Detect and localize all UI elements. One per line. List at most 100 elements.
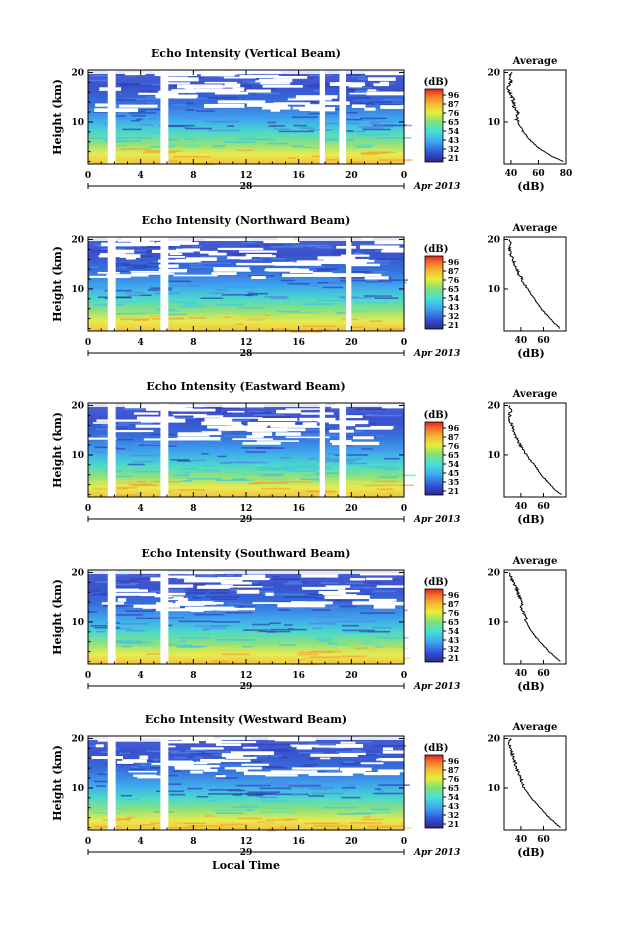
panel-title: Echo Intensity (Eastward Beam): [146, 380, 345, 393]
x-tick-label: 16: [292, 671, 305, 681]
average-y-tick-label: 20: [487, 568, 500, 578]
y-tick-label: 20: [71, 568, 84, 578]
colorbar-tick-label: 54: [448, 459, 460, 469]
colorbar-tick-label: 87: [448, 99, 459, 109]
x-tick-label: 20: [345, 671, 358, 681]
y-tick-label: 20: [71, 734, 84, 744]
average-title: Average: [512, 223, 558, 234]
average-y-tick-label: 20: [487, 235, 500, 245]
colorbar-unit: (dB): [424, 410, 449, 421]
colorbar-tick-label: 65: [448, 617, 459, 627]
colorbar-tick-label: 65: [448, 117, 459, 127]
colorbar-tick-label: 54: [448, 626, 460, 636]
colorbar-tick-label: 76: [448, 441, 460, 451]
colorbar-unit: (dB): [424, 244, 449, 255]
colorbar-tick-label: 96: [448, 423, 460, 433]
x-axis-label: Local Time: [212, 859, 280, 872]
x-tick-label: 0: [401, 338, 407, 348]
average-profile: Average 20 10 40 60(dB): [487, 556, 567, 693]
average-profile-line: [507, 405, 562, 495]
average-profile: Average 20 10 40 60(dB): [487, 389, 567, 526]
colorbar-tick-label: 87: [448, 599, 459, 609]
x-tick-label: 12: [240, 671, 253, 681]
average-profile: Average 20 10 40 60(dB): [487, 722, 567, 859]
average-x-tick-label: 40: [515, 502, 528, 512]
date-month-year-label: Apr 2013: [413, 515, 460, 525]
colorbar-unit: (dB): [424, 77, 449, 88]
average-x-tick-label: 60: [537, 835, 550, 845]
average-x-label: (dB): [517, 513, 544, 526]
data-gap-2: [319, 403, 325, 497]
average-profile: Average 20 10 40 60(dB): [487, 223, 567, 360]
x-tick-label: 16: [292, 504, 305, 514]
average-y-tick-label: 20: [487, 68, 500, 78]
beam-panel-3: Echo Intensity (Southward Beam) 0 4 8 12 16 20…: [51, 547, 567, 693]
colorbar-tick-label: 54: [448, 293, 460, 303]
colorbar-tick-label: 87: [448, 765, 459, 775]
average-x-tick-label: 60: [537, 502, 550, 512]
colorbar-scale: [424, 588, 444, 663]
colorbar-tick-label: 76: [448, 774, 460, 784]
average-title: Average: [512, 389, 558, 400]
average-y-tick-label: 20: [487, 401, 500, 411]
average-x-label: (dB): [517, 347, 544, 360]
x-tick-label: 20: [345, 837, 358, 847]
date-month-year-label: Apr 2013: [413, 349, 460, 359]
y-tick-label: 10: [71, 451, 84, 461]
data-gap-3: [339, 70, 347, 164]
y-tick-label: 10: [71, 618, 84, 628]
beam-panel-0: Echo Intensity (Vertical Beam)0 4 8 12 16 20 0…: [51, 47, 572, 193]
average-frame: [503, 69, 567, 165]
average-frame: [503, 569, 567, 665]
colorbar-tick-label: 32: [448, 810, 459, 820]
average-x-label: (dB): [517, 680, 544, 693]
colorbar-tick-label: 43: [448, 302, 460, 312]
average-y-tick-label: 10: [487, 451, 500, 461]
average-profile-line: [507, 738, 561, 828]
x-tick-label: 0: [85, 671, 91, 681]
average-x-label: (dB): [517, 180, 544, 193]
x-tick-label: 4: [138, 671, 144, 681]
colorbar-tick-label: 54: [448, 792, 460, 802]
colorbar-tick-label: 87: [448, 432, 459, 442]
x-tick-label: 0: [85, 504, 91, 514]
y-tick-label: 20: [71, 235, 84, 245]
x-axis: 0 4 8 12 16 20 0: [85, 736, 407, 847]
colorbar-tick-label: 65: [448, 284, 459, 294]
colorbar-scale: [424, 88, 444, 163]
colorbar-tick-label: 45: [448, 468, 459, 478]
y-tick-label: 20: [71, 68, 84, 78]
x-tick-label: 4: [138, 338, 144, 348]
x-tick-label: 16: [292, 338, 305, 348]
colorbar-tick-label: 21: [448, 486, 459, 496]
date-month-year-label: Apr 2013: [413, 682, 460, 692]
average-y-tick-label: 10: [487, 618, 500, 628]
y-axis-label: Height (km): [51, 246, 64, 322]
colorbar-tick-label: 87: [448, 266, 459, 276]
x-tick-label: 4: [138, 504, 144, 514]
average-x-tick-label: 60: [537, 336, 550, 346]
x-tick-label: 0: [401, 504, 407, 514]
beam-panel-4: Echo Intensity (Westward Beam)0 4 8 12 16 20 0…: [51, 713, 567, 872]
x-tick-label: 16: [292, 171, 305, 181]
x-axis: 0 4 8 12 16 20 0: [85, 237, 407, 348]
colorbar-scale: [424, 754, 444, 829]
average-y-tick-label: 10: [487, 784, 500, 794]
x-tick-label: 8: [190, 837, 196, 847]
data-gap-3: [339, 403, 347, 497]
date-month-year-label: Apr 2013: [413, 848, 460, 858]
average-title: Average: [512, 722, 558, 733]
average-y-tick-label: 20: [487, 734, 500, 744]
date-day-label: 29: [240, 848, 253, 858]
y-axis-label: Height (km): [51, 579, 64, 655]
colorbar-tick-label: 43: [448, 635, 460, 645]
x-tick-label: 12: [240, 837, 253, 847]
average-x-tick-label: 40: [515, 835, 528, 845]
colorbar-tick-label: 54: [448, 126, 460, 136]
